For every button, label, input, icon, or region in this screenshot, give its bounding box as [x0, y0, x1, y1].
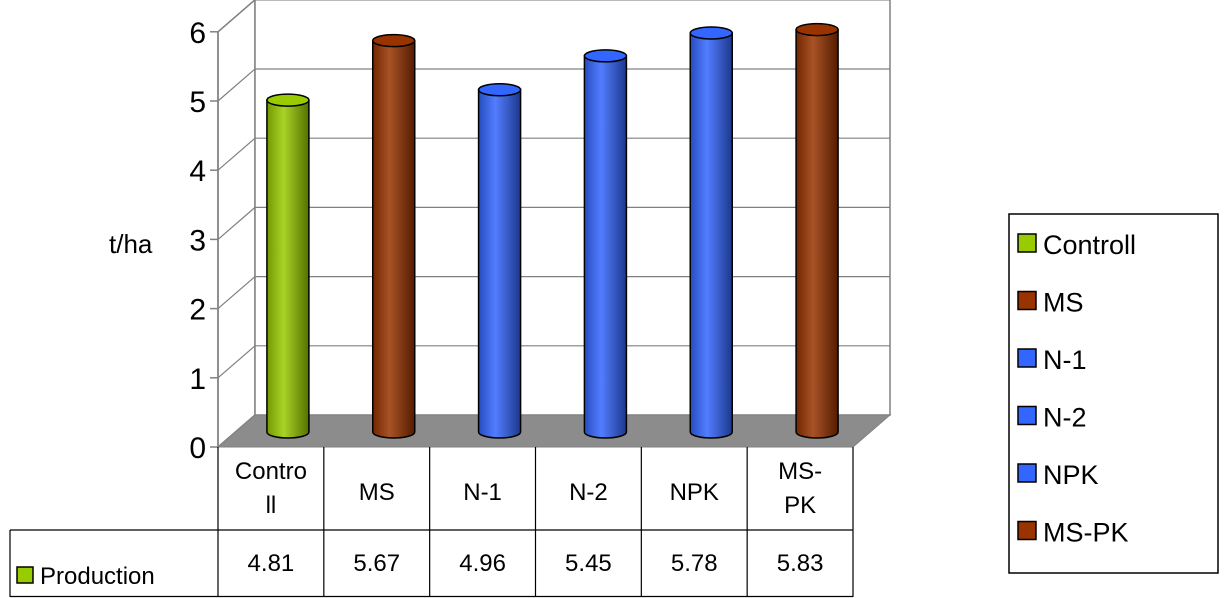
- data-label: 5.67: [353, 550, 400, 577]
- legend-swatch: [1017, 405, 1037, 426]
- legend-swatch: [1017, 233, 1037, 253]
- bar-top: [477, 83, 522, 97]
- series-swatch: [16, 566, 34, 584]
- category-label: MS-: [778, 458, 822, 485]
- legend-swatch: [1017, 348, 1037, 368]
- category-label: NPK: [670, 479, 719, 506]
- bar-top: [266, 93, 310, 107]
- gridline: [217, 276, 890, 310]
- legend-label: NPK: [1043, 460, 1099, 490]
- y-tick-label: 4: [189, 155, 206, 188]
- legend-label: MS: [1043, 288, 1084, 318]
- bar: [372, 33, 416, 439]
- category-label: ll: [266, 492, 277, 519]
- series-label: Production: [40, 563, 155, 590]
- data-label: 5.78: [671, 550, 718, 577]
- y-tick-label: 6: [189, 17, 206, 50]
- legend-label: N-1: [1043, 345, 1087, 375]
- bar-body: [689, 32, 733, 439]
- legend-label: N-2: [1043, 403, 1087, 433]
- bar: [689, 26, 733, 439]
- data-table: Contro ll 4.81 MS 5.67 N-1 4.96 N-2 5.45 NPK 5.78 M…: [9, 447, 854, 598]
- bar-top: [372, 33, 416, 48]
- category-label: MS: [359, 479, 395, 506]
- bar: [795, 22, 839, 439]
- bar: [266, 93, 310, 439]
- bar-top: [689, 26, 733, 40]
- bar-body: [477, 89, 522, 439]
- gridline: [217, 206, 890, 240]
- bar: [583, 49, 628, 439]
- y-tick-label: 0: [189, 432, 206, 465]
- gridline: [217, 68, 890, 102]
- category-label: PK: [784, 492, 816, 519]
- bar-body: [266, 99, 310, 439]
- gridline: [217, 137, 890, 171]
- bar-top: [795, 22, 839, 37]
- y-tick-label: 1: [189, 363, 206, 396]
- bar: [477, 83, 522, 439]
- category-label: N-2: [569, 479, 608, 506]
- data-label: 5.45: [565, 550, 612, 577]
- data-label: 5.83: [777, 550, 824, 577]
- legend-label: MS-PK: [1043, 518, 1129, 548]
- y-tick-label: 3: [189, 224, 206, 257]
- data-label: 4.81: [248, 550, 295, 577]
- legend-swatch: [1017, 520, 1037, 541]
- category-label: N-1: [463, 479, 502, 506]
- category-label: Contro: [235, 458, 307, 485]
- y-axis: 0 1 2 3 4 5 6: [189, 17, 219, 465]
- legend: Controll MS N-1 N-2 NPK MS-PK: [1008, 213, 1219, 574]
- gridlines: [217, 0, 890, 379]
- floor: [216, 414, 892, 448]
- y-tick-label: 2: [189, 294, 206, 327]
- legend-swatch: [1017, 290, 1037, 311]
- bars: [266, 22, 839, 439]
- legend-label: Controll: [1043, 230, 1136, 260]
- legend-box: [1008, 213, 1219, 574]
- bar-top: [583, 49, 628, 63]
- gridline: [217, 0, 890, 33]
- data-label: 4.96: [459, 550, 506, 577]
- bar-body: [795, 28, 839, 439]
- y-axis-label: t/ha: [109, 229, 153, 259]
- chart-walls: [216, 0, 892, 449]
- legend-swatch: [1017, 463, 1037, 483]
- bar-body: [372, 39, 416, 439]
- gridline: [217, 345, 890, 379]
- y-tick-label: 5: [189, 86, 206, 119]
- bar-body: [583, 55, 628, 439]
